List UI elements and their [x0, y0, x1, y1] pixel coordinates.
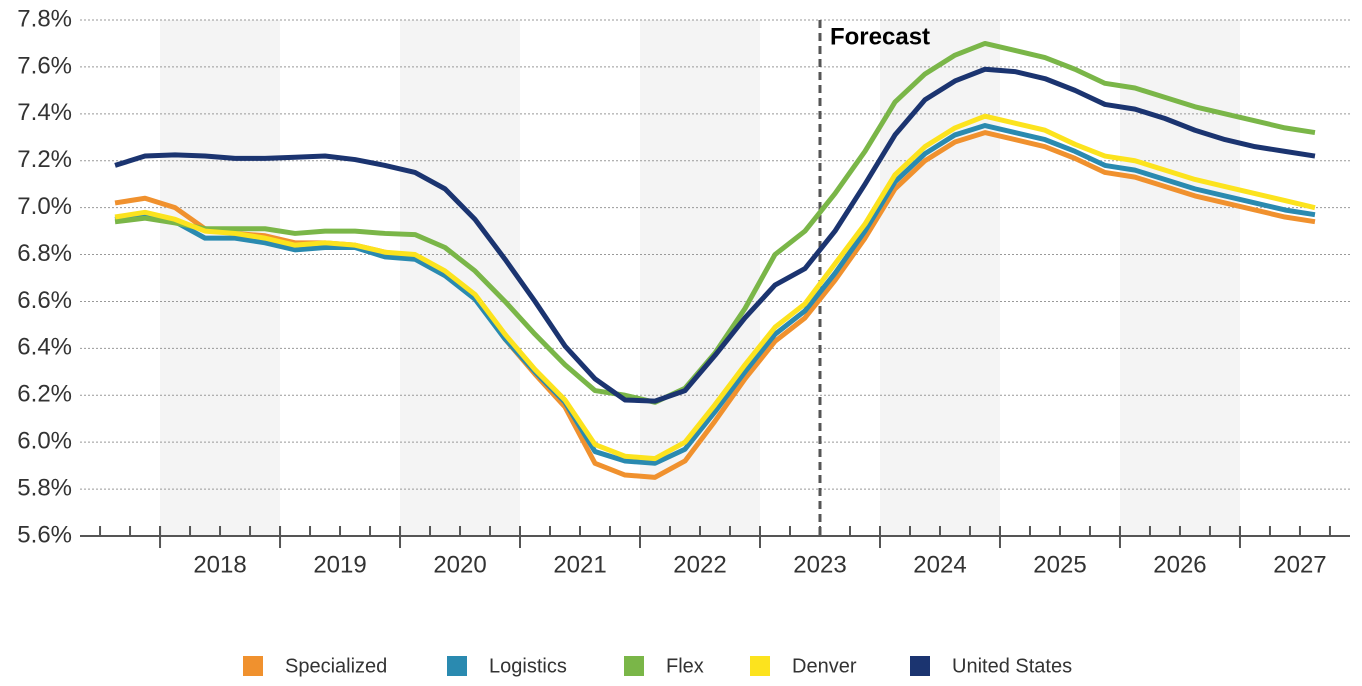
y-tick-label: 5.6%	[17, 521, 72, 548]
y-tick-label: 7.0%	[17, 193, 72, 220]
x-tick-label: 2018	[193, 551, 246, 578]
legend-label: Flex	[666, 655, 704, 677]
x-tick-label: 2027	[1273, 551, 1326, 578]
y-tick-label: 6.2%	[17, 381, 72, 408]
y-tick-label: 6.0%	[17, 428, 72, 455]
x-tick-label: 2020	[433, 551, 486, 578]
x-tick-label: 2023	[793, 551, 846, 578]
legend-swatch	[447, 656, 467, 676]
year-band	[160, 20, 281, 536]
series-line	[114, 123, 1316, 466]
series-line	[114, 113, 1316, 462]
x-tick-label: 2019	[313, 551, 366, 578]
forecast-label: Forecast	[830, 23, 930, 50]
y-tick-label: 7.8%	[17, 5, 72, 32]
y-tick-label: 6.6%	[17, 287, 72, 314]
legend-swatch	[750, 656, 770, 676]
year-band	[1119, 20, 1240, 536]
y-tick-label: 5.8%	[17, 474, 72, 501]
y-tick-label: 6.8%	[17, 240, 72, 267]
x-tick-label: 2024	[913, 551, 966, 578]
x-tick-label: 2022	[673, 551, 726, 578]
legend-swatch	[624, 656, 644, 676]
x-tick-label: 2026	[1153, 551, 1206, 578]
y-tick-label: 7.2%	[17, 146, 72, 173]
series-line	[114, 66, 1316, 404]
legend-label: Logistics	[489, 655, 567, 677]
y-tick-label: 7.6%	[17, 52, 72, 79]
year-band	[400, 20, 521, 536]
year-band	[640, 20, 760, 536]
legend-label: United States	[952, 655, 1072, 677]
x-tick-label: 2021	[553, 551, 606, 578]
legend-swatch	[910, 656, 930, 676]
legend-swatch	[243, 656, 263, 676]
x-tick-label: 2025	[1033, 551, 1086, 578]
y-tick-label: 7.4%	[17, 99, 72, 126]
year-band	[879, 20, 1000, 536]
y-tick-label: 6.4%	[17, 334, 72, 361]
legend-label: Specialized	[285, 655, 387, 677]
legend-label: Denver	[792, 655, 857, 677]
